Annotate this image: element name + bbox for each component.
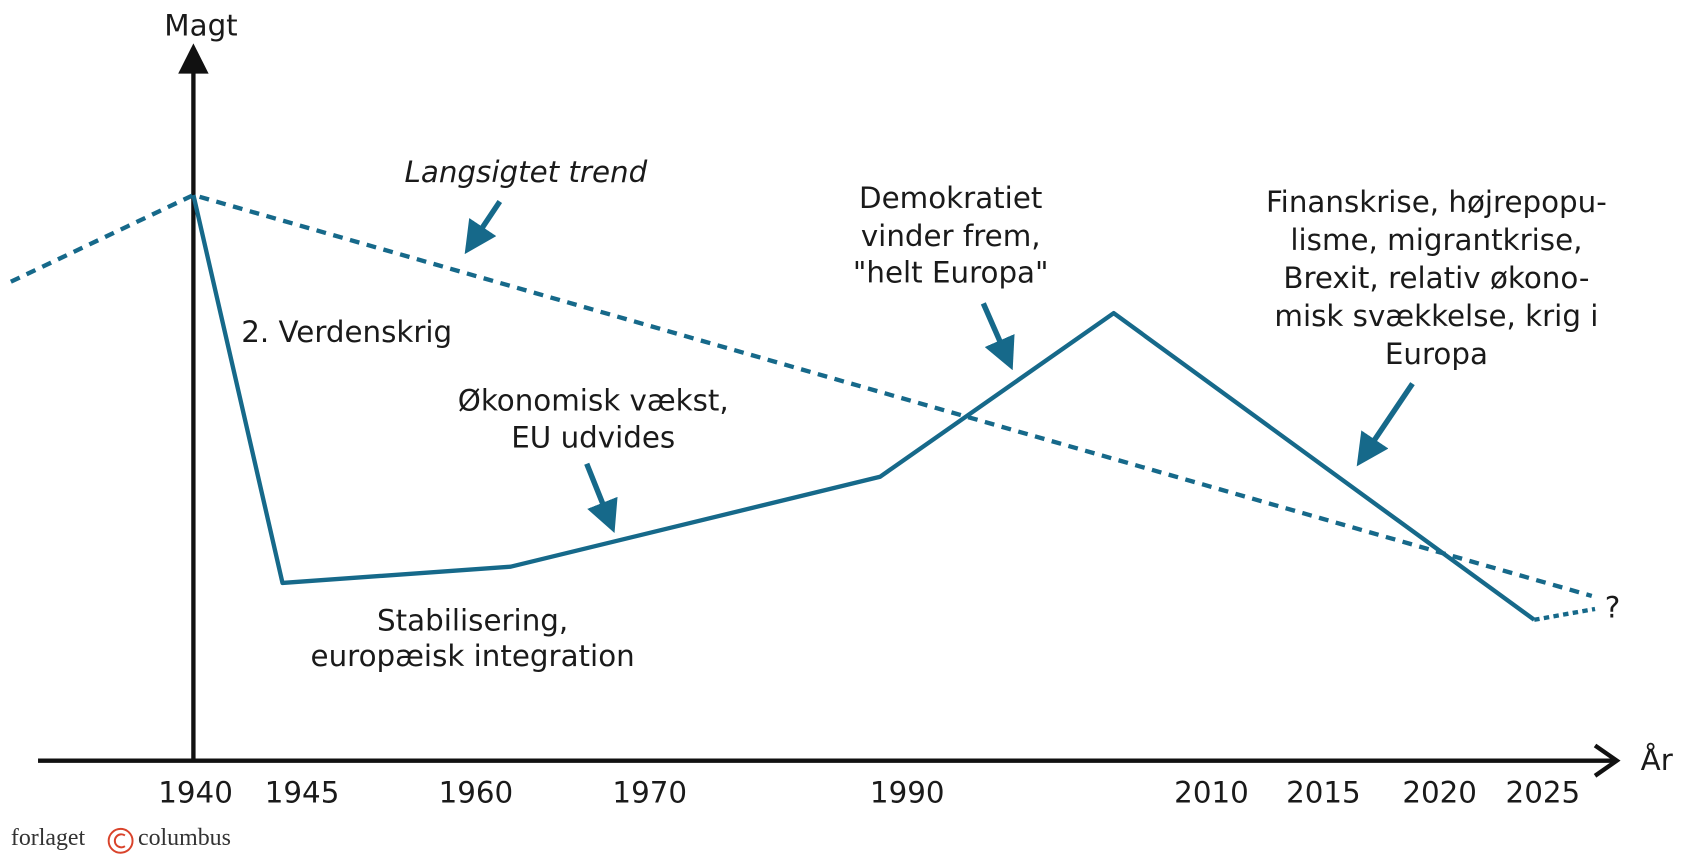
annotation: Brexit, relativ økono- (1283, 261, 1589, 295)
x-arrow (1593, 743, 1621, 778)
arrow (584, 462, 618, 534)
y-label: Magt (164, 9, 237, 43)
x-tick-label: 1970 (612, 776, 687, 810)
annotation: Langsigtet trend (405, 155, 648, 189)
trend-line (9, 192, 1593, 599)
annotation: EU udvides (511, 420, 675, 454)
arrow (1356, 382, 1415, 467)
x-tick-label: 2015 (1286, 776, 1361, 810)
annotation: Demokratiet (859, 181, 1042, 215)
annotation: vinder frem, (861, 219, 1041, 253)
arrow (980, 302, 1015, 371)
publisher-logo (107, 827, 134, 854)
annotation: Stabilisering, (377, 603, 568, 637)
annotation: Økonomisk vækst, (458, 384, 729, 418)
annotation: "helt Europa" (853, 256, 1049, 290)
x-tick-label: 1945 (265, 776, 340, 810)
x-tick-label: 2025 (1506, 776, 1581, 810)
x-tick-label: 2020 (1402, 776, 1477, 810)
x-tick-label: 1940 (158, 776, 233, 810)
annotation: ? (1605, 590, 1621, 624)
arrow (464, 200, 503, 255)
annotation: Finanskrise, højrepopu- (1266, 185, 1607, 219)
publisher: columbus (138, 825, 231, 851)
annotation: Europa (1385, 337, 1488, 371)
power-line-future (1533, 606, 1596, 622)
x-tick-label: 1960 (439, 776, 514, 810)
x-label: År (1641, 742, 1674, 777)
x-tick-label: 1990 (870, 776, 945, 810)
annotation: lisme, migrantkrise, (1290, 223, 1582, 257)
x-tick-label: 2010 (1174, 776, 1249, 810)
power-line (191, 194, 1536, 622)
annotation: misk svækkelse, krig i (1274, 299, 1598, 333)
annotation: 2. Verdenskrig (241, 315, 452, 349)
publisher: forlaget (11, 825, 86, 851)
x-ticks: 1940 1945 1960 1970 1990 2010 2015 2020 … (158, 776, 1580, 810)
annotation: europæisk integration (311, 639, 635, 673)
y-arrow (178, 43, 209, 74)
